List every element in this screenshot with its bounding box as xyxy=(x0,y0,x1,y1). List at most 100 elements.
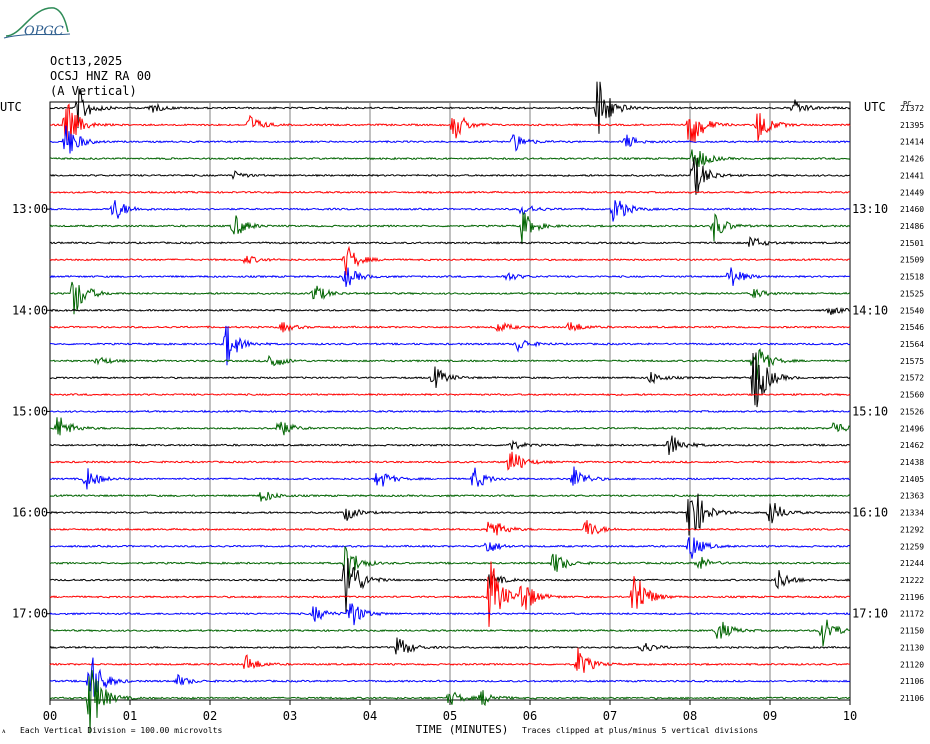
station-label: OCSJ HNZ RA 00 xyxy=(50,69,152,83)
x-tick-label: 02 xyxy=(203,709,217,723)
seismic-trace xyxy=(49,561,851,627)
trace-count-label: 21438 xyxy=(900,458,924,467)
seismic-trace xyxy=(49,669,851,734)
seismic-trace xyxy=(49,281,851,315)
trace-count-label: 21560 xyxy=(900,391,924,400)
trace-count-label: 21414 xyxy=(900,138,924,147)
trace-count-label: 21575 xyxy=(900,357,924,366)
x-tick-label: 04 xyxy=(363,709,377,723)
x-tick-label: 08 xyxy=(683,709,697,723)
trace-count-label: 21525 xyxy=(900,289,924,298)
seismic-trace xyxy=(49,435,851,456)
seismic-trace xyxy=(49,537,851,559)
seismic-trace xyxy=(49,491,851,502)
seismic-trace xyxy=(49,417,851,436)
trace-count-label: 21372 xyxy=(900,104,924,113)
seismic-trace xyxy=(49,190,850,195)
trace-count-label: 21564 xyxy=(900,340,924,349)
left-time-label: 17:00 xyxy=(12,607,48,621)
component-label: (A Vertical) xyxy=(50,84,137,98)
trace-count-label: 21130 xyxy=(900,643,924,652)
seismic-trace xyxy=(49,603,851,626)
corner-mark: ᴀ xyxy=(2,727,6,735)
x-tick-label: 01 xyxy=(123,709,137,723)
seismic-trace xyxy=(49,103,851,143)
trace-count-label: 21292 xyxy=(900,525,924,534)
trace-count-label: 21509 xyxy=(900,256,924,265)
x-axis-label: TIME (MINUTES) xyxy=(416,723,509,736)
seismic-trace xyxy=(49,657,851,698)
x-tick-label: 06 xyxy=(523,709,537,723)
x-tick-label: 00 xyxy=(43,709,57,723)
logo: OPGC xyxy=(2,2,72,42)
logo-text: OPGC xyxy=(24,24,64,39)
seismic-trace xyxy=(49,307,851,316)
trace-count-label: 21501 xyxy=(900,239,924,248)
seismic-trace xyxy=(49,558,851,613)
trace-count-label: 21441 xyxy=(900,171,924,180)
seismic-trace xyxy=(49,149,851,169)
right-time-label: 17:10 xyxy=(852,607,888,621)
left-time-label: 14:00 xyxy=(12,303,48,317)
seismic-trace xyxy=(49,352,851,408)
right-time-label: 14:10 xyxy=(852,303,888,317)
trace-count-label: 21120 xyxy=(900,660,924,669)
seismic-trace xyxy=(49,392,851,397)
clip-note: Traces clipped at plus/minus 5 vertical … xyxy=(522,726,758,735)
x-tick-label: 07 xyxy=(603,709,617,723)
left-time-label: 16:00 xyxy=(12,506,48,520)
seismic-trace xyxy=(49,545,851,580)
seismic-trace xyxy=(49,212,851,244)
logo-swoosh-icon xyxy=(3,7,71,39)
left-time-label: 13:00 xyxy=(12,202,48,216)
x-tick-label: 03 xyxy=(283,709,297,723)
trace-count-label: 21106 xyxy=(900,677,924,686)
trace-count-label: 21496 xyxy=(900,424,924,433)
trace-count-label: 21405 xyxy=(900,475,924,484)
seismic-trace xyxy=(49,236,851,247)
trace-count-label: 21259 xyxy=(900,542,924,551)
seismic-trace xyxy=(49,520,851,536)
seismic-trace xyxy=(49,409,851,414)
trace-count-label: 21106 xyxy=(900,694,924,703)
seismic-trace xyxy=(49,451,850,471)
seismic-trace xyxy=(49,157,851,195)
right-time-label: 13:10 xyxy=(852,202,888,216)
seismic-trace xyxy=(49,325,851,366)
trace-count-label: 21518 xyxy=(900,273,924,282)
trace-count-label: 21546 xyxy=(900,323,924,332)
trace-count-label: 21395 xyxy=(900,121,924,130)
seismic-trace xyxy=(49,466,851,490)
x-tick-label: 05 xyxy=(443,709,457,723)
seismic-trace xyxy=(49,245,851,276)
trace-count-label: 21462 xyxy=(900,441,924,450)
seismic-trace xyxy=(49,125,851,154)
seismic-trace xyxy=(49,647,850,673)
trace-count-label: 21334 xyxy=(900,509,924,518)
right-time-label: 15:10 xyxy=(852,404,888,418)
x-tick-label: 09 xyxy=(763,709,777,723)
trace-count-label: 21526 xyxy=(900,407,924,416)
right-utc-label: UTC xyxy=(864,100,886,114)
left-utc-label: UTC xyxy=(0,100,22,114)
left-time-label: 15:00 xyxy=(12,404,48,418)
trace-count-label: 21244 xyxy=(900,559,924,568)
right-time-label: 16:10 xyxy=(852,506,888,520)
seismic-trace xyxy=(49,348,851,380)
trace-count-label: 21540 xyxy=(900,306,924,315)
trace-count-label: 21449 xyxy=(900,188,924,197)
seismic-trace xyxy=(49,637,851,655)
trace-count-label: 21150 xyxy=(900,627,924,636)
trace-count-label: 21426 xyxy=(900,155,924,164)
date-label: Oct13,2025 xyxy=(50,54,123,68)
trace-count-label: 21196 xyxy=(900,593,924,602)
seismic-trace xyxy=(49,200,851,222)
x-tick-label: 10 xyxy=(843,709,857,723)
trace-count-label: 21363 xyxy=(900,492,924,501)
seismic-trace xyxy=(49,321,851,333)
division-note: Each Vertical Division = 100.00 microvol… xyxy=(20,726,222,735)
seismic-trace xyxy=(49,619,851,647)
right-pc-tag: PC xyxy=(903,100,911,108)
trace-count-label: 21222 xyxy=(900,576,924,585)
